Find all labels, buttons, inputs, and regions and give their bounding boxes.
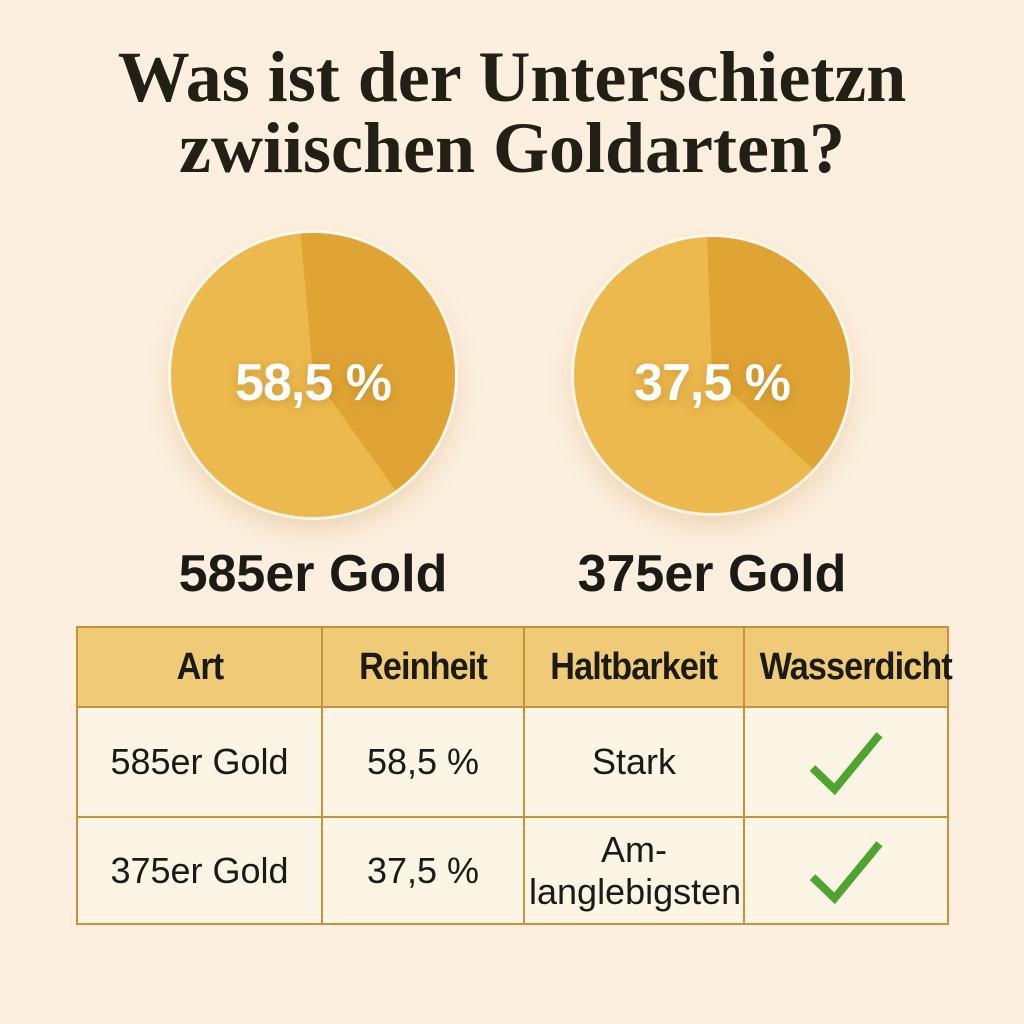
cell-haltbarkeit-375: Am-langlebigsten (523, 816, 745, 925)
pie-chart-585er-gold: 58,5 % (171, 233, 455, 517)
pie-caption-375er-gold: 375er Gold (577, 545, 847, 603)
col-header-art-label: Art (176, 645, 224, 688)
cell-haltbarkeit-585: Stark (523, 706, 745, 818)
page-title: Was ist der Unterschietzn zwiischen Gold… (0, 37, 1024, 188)
cell-art-585: 585er Gold (76, 706, 323, 818)
col-header-haltbarkeit-label: Haltbarkeit (550, 645, 719, 688)
pie-caption-585er-gold: 585er Gold (178, 545, 448, 603)
cell-wasserdicht-375 (743, 816, 949, 925)
gold-comparison-table: Art Reinheit Haltbarkeit Wasserdicht 585… (76, 626, 953, 925)
col-header-reinheit-label: Reinheit (359, 645, 488, 688)
pie-chart-375er-gold: 37,5 % (574, 237, 850, 513)
cell-wasserdicht-585 (743, 706, 949, 818)
col-header-reinheit: Reinheit (321, 626, 525, 708)
col-header-wasserdicht: Wasserdicht (743, 626, 953, 708)
col-header-art: Art (76, 626, 323, 708)
cell-art-375: 375er Gold (76, 816, 323, 925)
cell-reinheit-585: 58,5 % (321, 706, 525, 818)
table-header-row: Art Reinheit Haltbarkeit Wasserdicht (76, 626, 953, 708)
title-line-1: Was ist der Unterschietzn (117, 37, 907, 117)
col-header-wasserdicht-label: Wasserdicht (759, 645, 953, 688)
pie-center-label-585: 58,5 % (235, 354, 392, 412)
check-icon (809, 840, 883, 904)
pie-center-label-375: 37,5 % (634, 354, 791, 412)
table-row-375er-gold: 375er Gold 37,5 % Am-langlebigsten (76, 816, 949, 925)
col-header-haltbarkeit: Haltbarkeit (523, 626, 745, 708)
check-icon (809, 732, 883, 796)
title-line-2: zwiischen Goldarten? (179, 108, 845, 188)
table-row-585er-gold: 585er Gold 58,5 % Stark (76, 706, 949, 818)
cell-reinheit-375: 37,5 % (321, 816, 525, 925)
